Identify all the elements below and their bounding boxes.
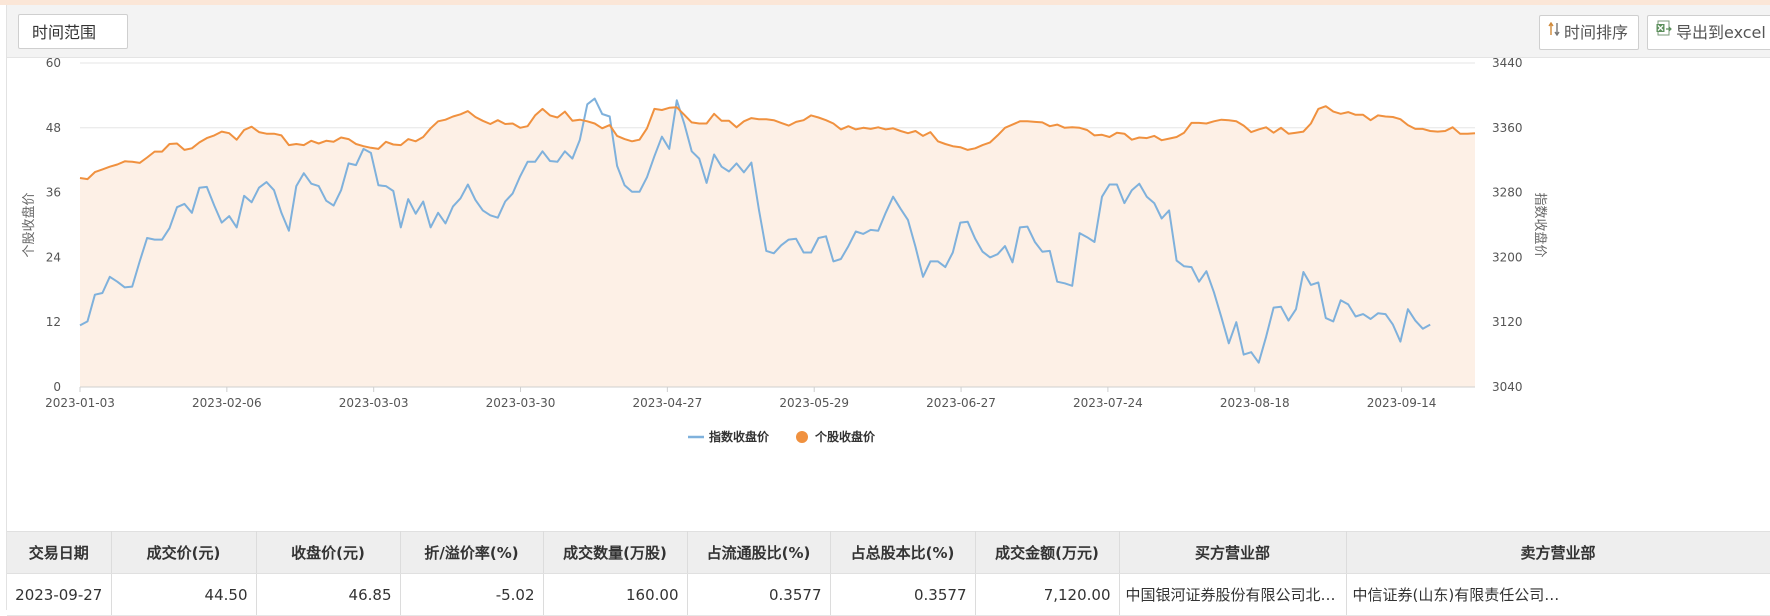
excel-icon xyxy=(1656,16,1672,49)
toolbar: 时间范围 时间排序 导出到excel xyxy=(7,5,1770,58)
x-tick-label: 2023-06-27 xyxy=(926,396,996,410)
y-right-axis-title: 指数收盘价 xyxy=(1532,192,1548,257)
export-excel-button[interactable]: 导出到excel xyxy=(1647,15,1770,50)
y-right-tick-label: 3120 xyxy=(1492,315,1523,329)
sort-icon xyxy=(1548,16,1560,49)
y-left-tick-label: 48 xyxy=(46,121,61,135)
time-sort-label: 时间排序 xyxy=(1564,23,1629,42)
x-tick-label: 2023-04-27 xyxy=(632,396,702,410)
time-sort-button[interactable]: 时间排序 xyxy=(1539,15,1639,50)
cell-volume: 160.00 xyxy=(543,573,688,616)
x-tick-label: 2023-01-03 xyxy=(45,396,115,410)
legend-stock-label: 个股收盘价 xyxy=(814,429,876,444)
table-row[interactable]: 2023-09-27 44.50 46.85 -5.02 160.00 0.35… xyxy=(7,573,1770,616)
y-right-tick-label: 3440 xyxy=(1492,57,1523,70)
legend-stock-swatch xyxy=(796,431,808,443)
x-tick-label: 2023-03-30 xyxy=(486,396,556,410)
cell-buyer: 中国银河证券股份有限公司北京… xyxy=(1119,573,1347,616)
export-excel-label: 导出到excel xyxy=(1676,23,1766,42)
col-header[interactable]: 收盘价(元) xyxy=(256,531,401,574)
x-tick-label: 2023-05-29 xyxy=(779,396,849,410)
time-range-label: 时间范围 xyxy=(32,23,97,42)
price-chart: 0 12 24 36 48 60 3040 3120 3200 3280 3360 3440 2023-… xyxy=(21,57,1548,444)
cell-deal-price: 44.50 xyxy=(111,573,257,616)
y-right-tick-label: 3200 xyxy=(1492,250,1523,264)
y-left-tick-label: 60 xyxy=(46,57,61,70)
stock-area-fill xyxy=(80,106,1475,387)
x-tick-label: 2023-07-24 xyxy=(1073,396,1143,410)
y-left-tick-label: 24 xyxy=(46,250,61,264)
legend-index-label: 指数收盘价 xyxy=(709,429,770,444)
col-header[interactable]: 占总股本比(%) xyxy=(830,531,976,574)
block-trade-table: 交易日期 成交价(元) 收盘价(元) 折/溢价率(%) 成交数量(万股) 占流通… xyxy=(7,531,1770,616)
col-header[interactable]: 买方营业部 xyxy=(1119,531,1347,574)
stock-close-line xyxy=(79,105,1476,181)
y-left-axis-title: 个股收盘价 xyxy=(21,192,37,257)
col-header[interactable]: 成交数量(万股) xyxy=(543,531,688,574)
left-border xyxy=(6,5,7,610)
y-left-tick-label: 0 xyxy=(53,380,61,394)
cell-premium-rate: -5.02 xyxy=(400,573,544,616)
cell-close-price: 46.85 xyxy=(256,573,401,616)
y-right-tick-label: 3040 xyxy=(1492,380,1523,394)
top-accent-strip xyxy=(0,0,1770,5)
col-header[interactable]: 占流通股比(%) xyxy=(687,531,831,574)
index-close-line xyxy=(79,97,1431,364)
cell-total-ratio: 0.3577 xyxy=(830,573,976,616)
x-tick-label: 2023-08-18 xyxy=(1220,396,1290,410)
col-header[interactable]: 成交价(元) xyxy=(111,531,257,574)
x-tick-label: 2023-03-03 xyxy=(339,396,409,410)
time-range-button[interactable]: 时间范围 xyxy=(18,14,128,49)
y-left-tick-label: 36 xyxy=(46,186,61,200)
col-header[interactable]: 成交金额(万元) xyxy=(975,531,1120,574)
x-tick-label: 2023-09-14 xyxy=(1367,396,1437,410)
col-header[interactable]: 折/溢价率(%) xyxy=(400,531,544,574)
y-right-tick-label: 3280 xyxy=(1492,186,1523,200)
y-left-tick-label: 12 xyxy=(46,315,61,329)
col-header[interactable]: 卖方营业部 xyxy=(1346,531,1770,574)
col-header[interactable]: 交易日期 xyxy=(7,531,112,574)
table-header-row: 交易日期 成交价(元) 收盘价(元) 折/溢价率(%) 成交数量(万股) 占流通… xyxy=(7,531,1770,574)
y-right-tick-label: 3360 xyxy=(1492,121,1523,135)
cell-float-ratio: 0.3577 xyxy=(687,573,831,616)
cell-trade-date: 2023-09-27 xyxy=(7,573,112,616)
cell-seller: 中信证券(山东)有限责任公司… xyxy=(1346,573,1770,616)
x-tick-label: 2023-02-06 xyxy=(192,396,262,410)
cell-amount: 7,120.00 xyxy=(975,573,1120,616)
